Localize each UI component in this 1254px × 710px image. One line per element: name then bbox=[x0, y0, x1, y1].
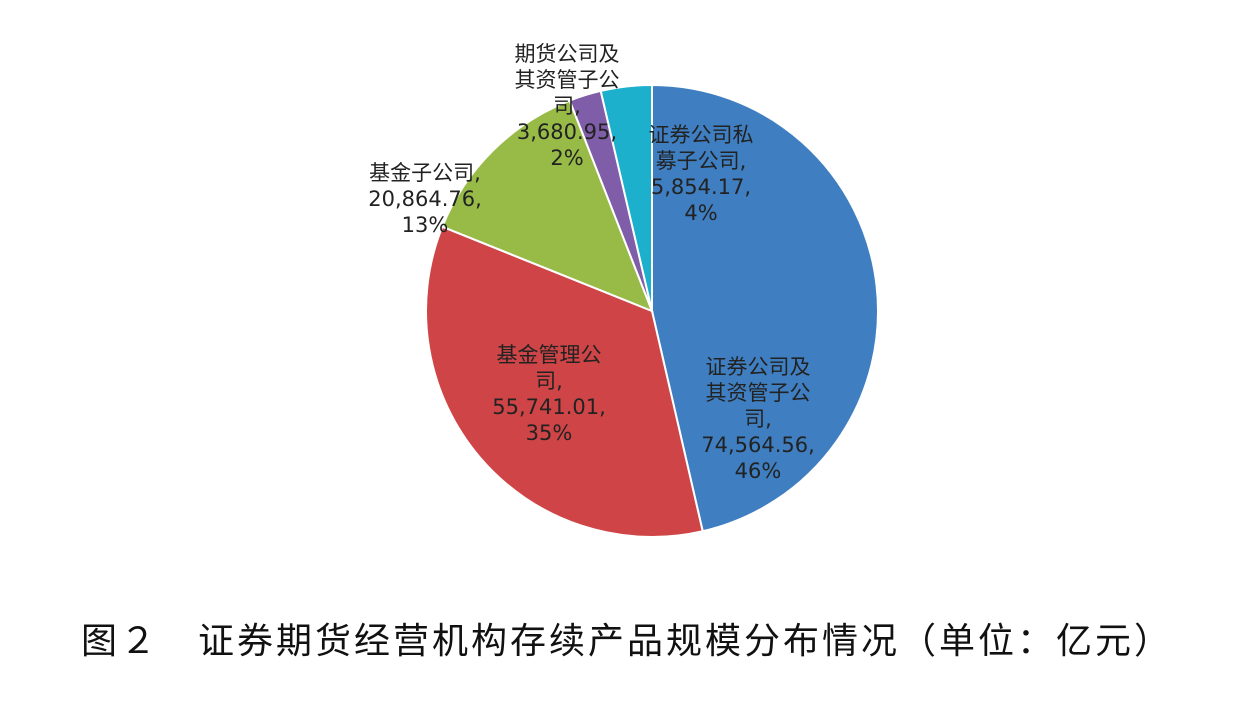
pie-slice-label-line: 4% bbox=[684, 201, 717, 225]
pie-slice-label-line: 基金子公司, bbox=[369, 161, 481, 185]
pie-chart-svg: 证券公司及其资管子公司, 74,564.56, 46%基金管理公司, 55,741.0… bbox=[368, 42, 879, 538]
pie-slice-label-2: 基金管理公司, 55,741.01, 35% bbox=[492, 343, 606, 445]
pie-slice-5 bbox=[599, 83, 653, 312]
figure-caption: 图２ 证券期货经营机构存续产品规模分布情况（单位：亿元） bbox=[80, 621, 1173, 662]
pie-slice-label-line: 司, bbox=[553, 94, 581, 118]
pie-slice-label-line: 20,864.76, bbox=[368, 187, 482, 211]
pie-slice-label-line: 5,854.17, bbox=[651, 175, 751, 199]
pie-chart: 证券公司及其资管子公司, 74,564.56, 46% 基金管理公司, 55,741.0… bbox=[368, 42, 879, 538]
pie-slice-1 bbox=[651, 83, 879, 533]
pie-slice-label-line: 司, bbox=[535, 369, 563, 393]
pie-slice-label-line: 3,680.95, bbox=[517, 120, 617, 144]
pie-slice-label-line: 2% bbox=[550, 146, 583, 170]
pie-slice-label-line: 证券公司私 bbox=[649, 123, 754, 147]
pie-slice-label-line: 35% bbox=[526, 421, 573, 445]
pie-slice-label-line: 55,741.01, bbox=[492, 395, 606, 419]
pie-slice-label-line: 46% bbox=[735, 459, 782, 483]
pie-slice-label-line: 证券公司及 bbox=[706, 355, 811, 379]
pie-slice-label-5: 证券公司私募子公司, 5,854.17, 4% bbox=[649, 123, 754, 225]
pie-slice-label-3: 基金子公司, 20,864.76, 13% bbox=[368, 161, 482, 237]
pie-slice-label-1: 证券公司及其资管子公司, 74,564.56, 46% bbox=[701, 355, 815, 483]
pie-slice-label-line: 其资管子公 bbox=[515, 68, 620, 92]
pie-slice-label-line: 13% bbox=[402, 213, 449, 237]
pie-slice-label-line: 期货公司及 bbox=[515, 42, 620, 66]
pie-slice-label-line: 募子公司, bbox=[656, 149, 747, 173]
pie-slice-label-line: 其资管子公 bbox=[706, 381, 811, 405]
pie-slice-3 bbox=[441, 99, 654, 313]
pie-slice-label-line: 基金管理公 bbox=[497, 343, 602, 367]
pie-slice-label-line: 司, bbox=[744, 407, 772, 431]
pie-slice-label-line: 74,564.56, bbox=[701, 433, 815, 457]
pie-slice-label-4: 期货公司及其资管子公司, 3,680.95, 2% bbox=[515, 42, 620, 170]
